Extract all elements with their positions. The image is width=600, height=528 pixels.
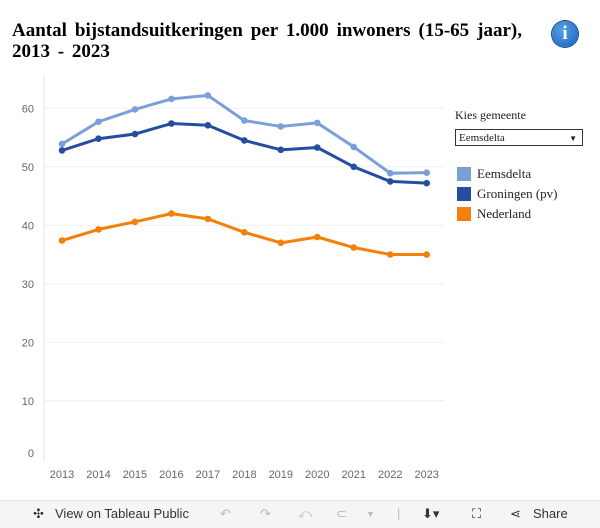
data-point xyxy=(277,239,285,247)
x-tick-label: 2014 xyxy=(86,469,110,481)
y-tick-label: 20 xyxy=(22,337,34,349)
legend: Kies gemeente Eemsdelta ▼ Eemsdelta Groni… xyxy=(455,108,583,224)
dropdown-value: Eemsdelta xyxy=(459,132,505,144)
chart-title: Aantal bijstandsuitkeringen per 1.000 in… xyxy=(12,20,522,62)
gemeente-dropdown[interactable]: Eemsdelta ▼ xyxy=(455,129,583,146)
data-point xyxy=(58,237,66,244)
view-on-tableau-button[interactable]: View on Tableau Public xyxy=(55,506,189,521)
data-point xyxy=(95,226,102,233)
y-tick-label: 40 xyxy=(22,220,34,232)
legend-item[interactable]: Nederland xyxy=(457,204,583,224)
series-line-eemsdelta xyxy=(61,93,427,175)
data-point xyxy=(386,251,394,258)
legend-label: Groningen (pv) xyxy=(477,186,558,201)
data-point xyxy=(95,135,102,143)
data-point xyxy=(350,163,358,171)
legend-swatch xyxy=(457,167,471,181)
tableau-toolbar: ✣ View on Tableau Public ↶ ↷ ⤺ ⊂ ▼ | ⬇▾ … xyxy=(0,500,600,528)
data-point xyxy=(241,117,248,124)
divider: | xyxy=(397,506,401,521)
data-point xyxy=(241,137,248,144)
data-point xyxy=(131,218,139,226)
data-point xyxy=(423,179,431,187)
x-tick-label: 2020 xyxy=(305,469,329,481)
data-point xyxy=(423,169,431,176)
legend-swatch xyxy=(457,207,471,221)
x-tick-label: 2013 xyxy=(50,469,74,481)
x-tick-label: 2016 xyxy=(159,469,183,481)
legend-label: Eemsdelta xyxy=(477,166,532,181)
data-point xyxy=(350,244,358,251)
line-chart: 0 10 20 30 40 50 60 2013 2014 2015 2016 2017 2018 201… xyxy=(22,75,445,481)
data-point xyxy=(131,130,139,138)
x-tick-label: 2017 xyxy=(196,469,220,481)
filter-label: Kies gemeente xyxy=(455,108,526,122)
data-point xyxy=(95,118,102,126)
legend-label: Nederland xyxy=(477,206,532,221)
data-point xyxy=(313,233,321,241)
download-icon[interactable]: ⬇▾ xyxy=(422,506,440,521)
data-point xyxy=(204,215,212,223)
data-point xyxy=(168,210,175,217)
undo-icon[interactable]: ↶ xyxy=(220,506,231,521)
data-point xyxy=(131,106,139,113)
data-point xyxy=(313,144,321,151)
share-icon[interactable]: ⋖ xyxy=(510,506,521,521)
x-tick-label: 2021 xyxy=(342,469,366,481)
legend-item[interactable]: Groningen (pv) xyxy=(457,184,583,204)
y-tick-label: 0 xyxy=(28,448,34,460)
data-point xyxy=(313,119,321,127)
data-point xyxy=(241,229,248,236)
x-tick-label: 2023 xyxy=(414,469,438,481)
pause-dropdown-icon[interactable]: ▼ xyxy=(366,509,375,519)
share-button[interactable]: Share xyxy=(533,506,568,521)
dropdown-arrow-icon: ▼ xyxy=(569,134,577,143)
redo-icon[interactable]: ↷ xyxy=(260,506,271,521)
data-point xyxy=(168,120,175,127)
data-point xyxy=(168,95,175,103)
x-tick-label: 2018 xyxy=(232,469,256,481)
x-tick-label: 2015 xyxy=(123,469,147,481)
data-point xyxy=(386,169,394,177)
data-point xyxy=(204,121,212,129)
refresh-icon[interactable]: ⊂ xyxy=(336,506,347,521)
x-tick-label: 2019 xyxy=(269,469,293,481)
x-tick-label: 2022 xyxy=(378,469,402,481)
y-tick-label: 30 xyxy=(22,279,34,291)
data-point xyxy=(423,251,431,258)
fullscreen-icon[interactable]: ⛶ xyxy=(472,506,482,521)
data-point xyxy=(277,123,285,130)
y-tick-label: 10 xyxy=(22,396,34,408)
data-point xyxy=(350,143,358,151)
info-icon[interactable]: i xyxy=(552,21,578,47)
series-line-groningen-pv- xyxy=(61,122,427,185)
tableau-logo-icon: ✣ xyxy=(33,506,44,521)
data-point xyxy=(58,147,66,154)
legend-swatch xyxy=(457,187,471,201)
data-point xyxy=(204,92,212,99)
data-point xyxy=(277,146,285,154)
y-tick-label: 50 xyxy=(22,162,34,174)
data-point xyxy=(58,140,66,148)
revert-icon[interactable]: ⤺ xyxy=(298,506,312,521)
legend-item[interactable]: Eemsdelta xyxy=(457,164,583,184)
data-point xyxy=(386,178,394,185)
y-tick-label: 60 xyxy=(22,103,34,115)
